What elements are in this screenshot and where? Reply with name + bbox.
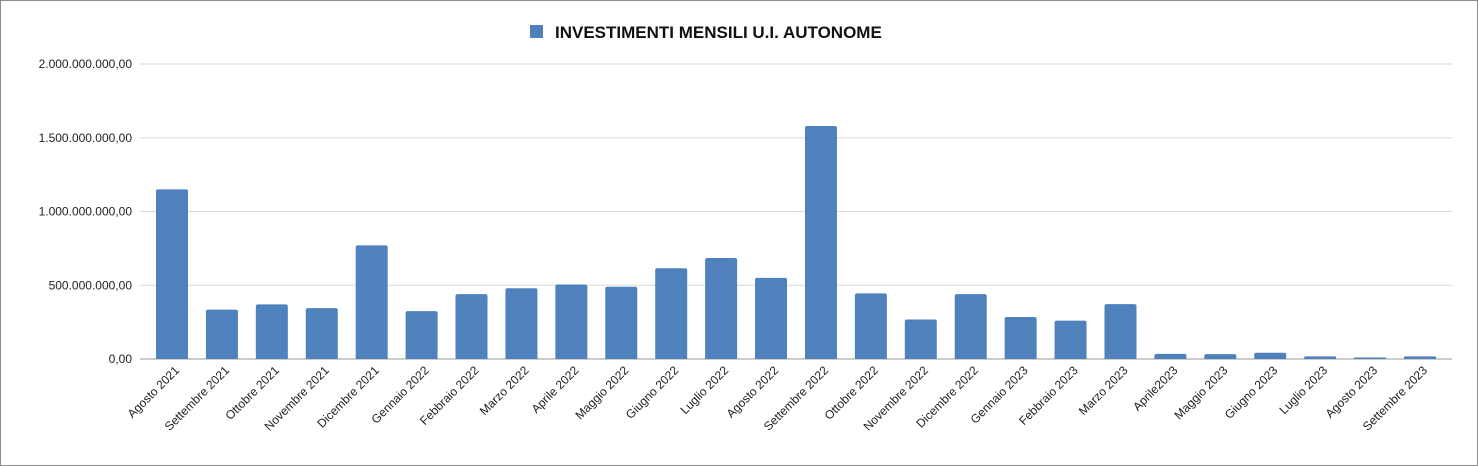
x-tick-label: Marzo 2022 <box>477 363 532 418</box>
y-tick-label: 500.000.000,00 <box>49 278 133 292</box>
x-tick-label: Maggio 2022 <box>572 363 631 422</box>
bar <box>904 319 937 359</box>
y-tick-label: 1.500.000.000,00 <box>39 131 133 145</box>
x-tick-label: Giugno 2022 <box>623 363 682 422</box>
bar <box>505 288 538 359</box>
x-tick-label: Giugno 2023 <box>1222 363 1281 422</box>
y-tick-label: 2.000.000.000,00 <box>39 57 133 71</box>
x-tick-label: Luglio 2022 <box>677 363 731 417</box>
chart-legend: INVESTIMENTI MENSILI U.I. AUTONOME <box>530 23 882 42</box>
bar <box>755 277 788 359</box>
x-tick-label: Aprile 2022 <box>529 363 582 416</box>
bar <box>605 286 638 359</box>
bar <box>355 245 388 359</box>
bar <box>804 125 837 359</box>
bar <box>1254 352 1287 359</box>
bar-series <box>156 125 1436 359</box>
bar <box>405 311 438 359</box>
bar <box>1004 316 1037 359</box>
bar <box>555 284 588 359</box>
bar <box>455 294 488 359</box>
bar <box>305 308 338 359</box>
bar <box>156 189 188 359</box>
y-tick-label: 1.000.000.000,00 <box>39 205 133 219</box>
bar <box>705 257 738 359</box>
bar <box>1154 353 1187 359</box>
bar <box>1404 356 1436 359</box>
x-tick-label: Luglio 2023 <box>1276 363 1330 417</box>
x-tick-label: Maggio 2023 <box>1171 363 1230 422</box>
bar <box>655 268 688 359</box>
bar <box>255 304 288 359</box>
bar <box>205 309 238 359</box>
y-axis-labels: 0,00 500.000.000,00 1.000.000.000,00 1.500.… <box>39 57 133 366</box>
chart-title: INVESTIMENTI MENSILI U.I. AUTONOME <box>555 23 882 42</box>
y-tick-label: 0,00 <box>109 352 133 366</box>
x-tick-label: Marzo 2023 <box>1076 363 1131 418</box>
bar <box>1104 304 1137 359</box>
bar <box>1304 356 1337 359</box>
bar <box>954 294 987 359</box>
bar <box>1054 320 1087 359</box>
bar <box>1204 354 1237 359</box>
legend-swatch <box>530 25 543 38</box>
bar <box>854 293 887 359</box>
x-tick-label: Aprile2023 <box>1130 363 1181 414</box>
bar <box>1354 357 1387 359</box>
